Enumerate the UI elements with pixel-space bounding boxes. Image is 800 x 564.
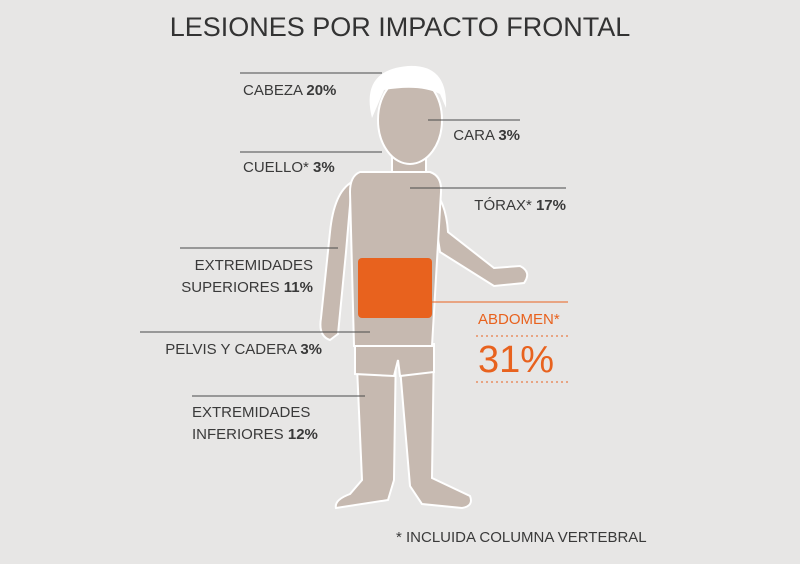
label: CARA xyxy=(453,127,495,144)
region-label: EXTREMIDADES xyxy=(192,404,310,421)
left-leg xyxy=(334,343,398,510)
label: PELVIS Y CADERA xyxy=(165,341,297,358)
label: TÓRAX* xyxy=(474,197,532,214)
title: LESIONES POR IMPACTO FRONTAL xyxy=(170,12,631,42)
value: 17% xyxy=(536,197,566,214)
label: INFERIORES xyxy=(192,426,284,443)
highlight-label: ABDOMEN* xyxy=(478,311,560,328)
label: CUELLO* xyxy=(243,159,309,176)
region-label: TÓRAX* 17% xyxy=(474,197,566,214)
hair xyxy=(369,65,447,118)
region-label: CUELLO* 3% xyxy=(243,159,335,176)
label: SUPERIORES xyxy=(181,279,279,296)
value: 20% xyxy=(306,82,336,99)
highlight-value: 31% xyxy=(478,339,554,381)
region-label: INFERIORES 12% xyxy=(192,426,318,443)
value: 3% xyxy=(498,127,520,144)
value: 12% xyxy=(288,426,318,443)
footnote: * INCLUIDA COLUMNA VERTEBRAL xyxy=(396,529,647,546)
right-leg xyxy=(396,343,472,510)
value: 3% xyxy=(300,341,322,358)
left-arm xyxy=(319,180,354,342)
value: 3% xyxy=(313,159,335,176)
label: CABEZA xyxy=(243,82,303,99)
abdomen-highlight xyxy=(358,258,432,318)
value: 11% xyxy=(284,279,313,296)
region-label: CARA 3% xyxy=(453,127,520,144)
region-label: SUPERIORES 11% xyxy=(181,279,313,296)
leader-lines xyxy=(140,72,568,397)
region-label: CABEZA 20% xyxy=(243,82,336,99)
figure xyxy=(319,65,529,510)
region-label: EXTREMIDADES xyxy=(195,257,313,274)
region-label: PELVIS Y CADERA 3% xyxy=(165,341,322,358)
shorts xyxy=(354,344,435,378)
